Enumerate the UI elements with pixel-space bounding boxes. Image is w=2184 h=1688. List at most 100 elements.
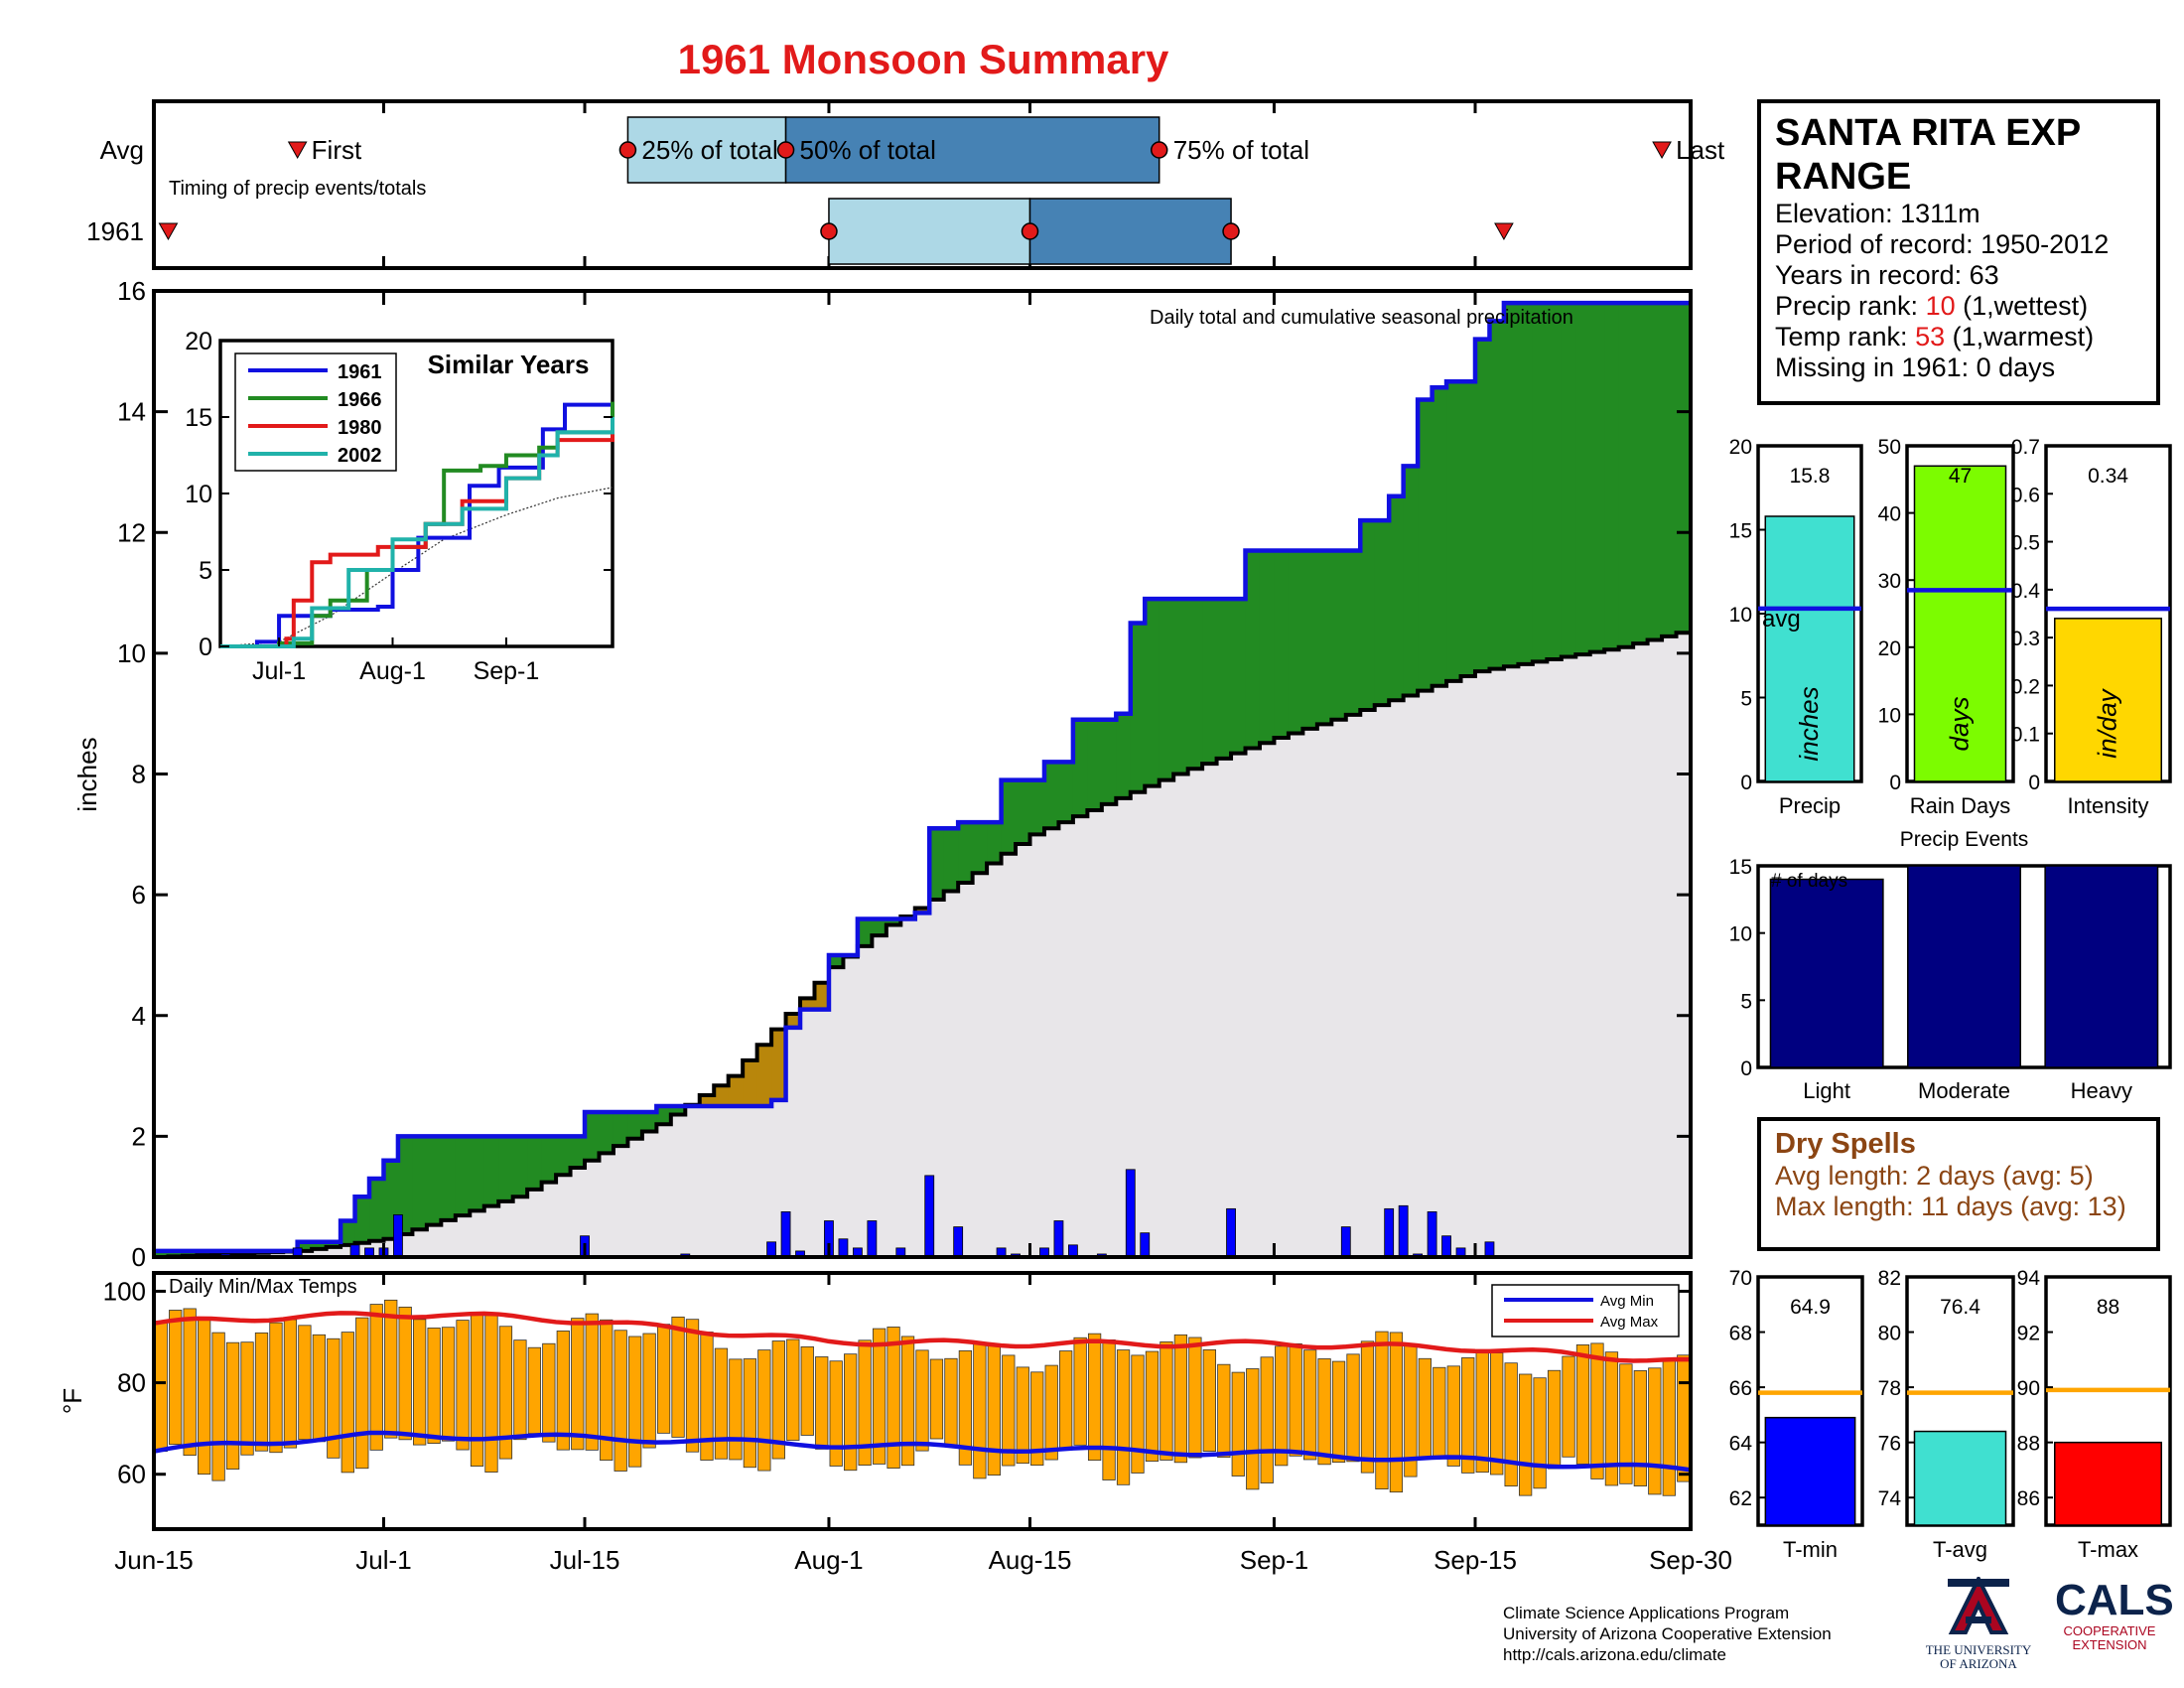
daily-precip-bar bbox=[1125, 1169, 1136, 1258]
above-average-fill bbox=[987, 822, 1003, 864]
daily-temp-bar bbox=[1590, 1342, 1604, 1479]
daily-temp-bar bbox=[1073, 1336, 1087, 1446]
daily-temp-bar bbox=[671, 1316, 685, 1438]
above-average-fill bbox=[1202, 599, 1218, 765]
avg-min-temp-line bbox=[153, 1430, 1692, 1473]
daily-temp-bar bbox=[1059, 1350, 1073, 1449]
daily-temp-bar bbox=[1533, 1377, 1547, 1489]
raindays-stat-x-label: Rain Days bbox=[1910, 793, 2010, 818]
above-average-fill bbox=[872, 918, 887, 936]
credits-line: Climate Science Applications Program bbox=[1503, 1604, 1790, 1622]
daily-temp-bar bbox=[1231, 1371, 1245, 1477]
above-average-fill bbox=[1589, 303, 1605, 652]
daily-temp-bar bbox=[1160, 1340, 1173, 1461]
tmin-stat-tick-label: 66 bbox=[1729, 1377, 1752, 1400]
daily-temp-bar bbox=[1188, 1336, 1202, 1459]
events-bar-moderate bbox=[1907, 865, 2021, 1068]
cals-sub-line: COOPERATIVE bbox=[2063, 1623, 2156, 1638]
daily-temp-bar bbox=[729, 1358, 743, 1461]
daily-temp-bar bbox=[1289, 1342, 1302, 1457]
daily-temp-bar bbox=[800, 1345, 814, 1436]
above-average-fill bbox=[972, 822, 988, 874]
above-average-fill bbox=[627, 1112, 643, 1139]
daily-temp-bar bbox=[369, 1304, 383, 1451]
ua-name-line: THE UNIVERSITY bbox=[1925, 1642, 2032, 1657]
above-average-fill bbox=[1547, 303, 1563, 659]
timing-row-label-avg: Avg bbox=[100, 135, 144, 165]
credits-link[interactable]: http://cals.arizona.edu/climate bbox=[1503, 1645, 1726, 1664]
above-average-fill bbox=[455, 1136, 471, 1216]
credits: Climate Science Applications Program Uni… bbox=[1503, 1603, 1832, 1665]
daily-precip-bar bbox=[780, 1210, 791, 1258]
daily-temp-bar bbox=[656, 1324, 671, 1434]
timing-row-label-year: 1961 bbox=[86, 216, 144, 246]
above-average-fill bbox=[599, 1112, 614, 1154]
above-average-fill bbox=[1446, 381, 1462, 681]
cals-sub-line: EXTENSION bbox=[2072, 1637, 2147, 1652]
above-average-fill bbox=[1432, 387, 1447, 686]
page-title: 1961 Monsoon Summary bbox=[677, 36, 1169, 82]
temp-x-tick-label: Sep-30 bbox=[1649, 1545, 1732, 1575]
temp-rank-value: 53 bbox=[1915, 322, 1946, 352]
daily-temp-bar bbox=[1145, 1350, 1160, 1462]
daily-temp-bar bbox=[269, 1322, 283, 1454]
main-y-label: inches bbox=[72, 737, 102, 811]
above-average-fill bbox=[570, 1136, 586, 1168]
daily-temp-bar bbox=[327, 1337, 341, 1459]
events-title: Precip Events bbox=[1900, 828, 2029, 851]
above-average-fill bbox=[1259, 550, 1276, 744]
daily-temp-bar bbox=[225, 1341, 240, 1470]
inset-y-tick-label: 5 bbox=[199, 557, 212, 585]
daily-temp-bar bbox=[1044, 1364, 1058, 1461]
above-average-fill bbox=[1403, 466, 1419, 696]
daily-temp-bar bbox=[1547, 1369, 1562, 1470]
daily-temp-bar bbox=[513, 1339, 527, 1441]
raindays-stat-bar bbox=[1913, 465, 2007, 782]
events-category-label: Moderate bbox=[1918, 1078, 2010, 1103]
above-average-fill bbox=[886, 918, 901, 925]
tmin-stat-value-label: 64.9 bbox=[1790, 1296, 1831, 1319]
tmax-stat-tick-label: 88 bbox=[2017, 1433, 2040, 1456]
inset-legend-label: 2002 bbox=[338, 445, 382, 467]
above-average-fill bbox=[1518, 303, 1534, 664]
above-average-fill bbox=[527, 1136, 543, 1190]
precip-stat-tick-label: 20 bbox=[1729, 436, 1752, 459]
intensity-stat-tick-label: 0.5 bbox=[2011, 532, 2040, 555]
daily-temp-bar bbox=[254, 1332, 269, 1452]
above-average-fill bbox=[1489, 321, 1505, 669]
below-average-fill bbox=[771, 1029, 787, 1100]
average-cumulative-area bbox=[154, 629, 1691, 1257]
daily-temp-bar bbox=[1648, 1367, 1662, 1495]
tmax-stat-tick-label: 94 bbox=[2017, 1267, 2041, 1290]
above-average-fill bbox=[1087, 719, 1103, 810]
raindays-stat-tick-label: 40 bbox=[1878, 503, 1901, 526]
daily-temp-bar bbox=[1490, 1352, 1504, 1476]
tavg-stat-bar bbox=[1913, 1430, 2007, 1526]
timing-first-last-marker bbox=[1494, 222, 1514, 241]
temp-x-tick-label: Jul-1 bbox=[355, 1545, 411, 1575]
events-bar-heavy bbox=[2044, 865, 2159, 1068]
timing-label-75: 75% of total bbox=[1173, 135, 1309, 165]
inset-y-tick-label: 20 bbox=[185, 328, 212, 355]
daily-temp-bar bbox=[441, 1327, 456, 1442]
daily-temp-bar bbox=[283, 1319, 298, 1449]
daily-temp-bar bbox=[872, 1328, 887, 1465]
above-average-fill bbox=[1374, 520, 1390, 706]
above-average-fill bbox=[1288, 550, 1303, 734]
above-average-fill bbox=[641, 1112, 657, 1132]
above-average-fill bbox=[312, 1241, 328, 1249]
daily-temp-bar bbox=[858, 1339, 872, 1466]
precip-stat-tick-label: 10 bbox=[1729, 604, 1752, 627]
year-cumulative-line bbox=[154, 300, 1691, 1254]
raindays-stat-tick-label: 20 bbox=[1878, 637, 1901, 660]
daily-precip-bar bbox=[1441, 1235, 1451, 1258]
intensity-stat-value-label: 0.34 bbox=[2088, 465, 2128, 488]
timing-first-last-marker bbox=[287, 141, 308, 160]
daily-temp-bar bbox=[355, 1317, 369, 1470]
intensity-stat-tick-label: 0.6 bbox=[2011, 484, 2040, 506]
inset-title: Similar Years bbox=[428, 350, 590, 379]
daily-temp-bar bbox=[1575, 1344, 1590, 1465]
daily-temp-bar bbox=[1446, 1365, 1460, 1467]
above-average-fill bbox=[828, 954, 845, 968]
